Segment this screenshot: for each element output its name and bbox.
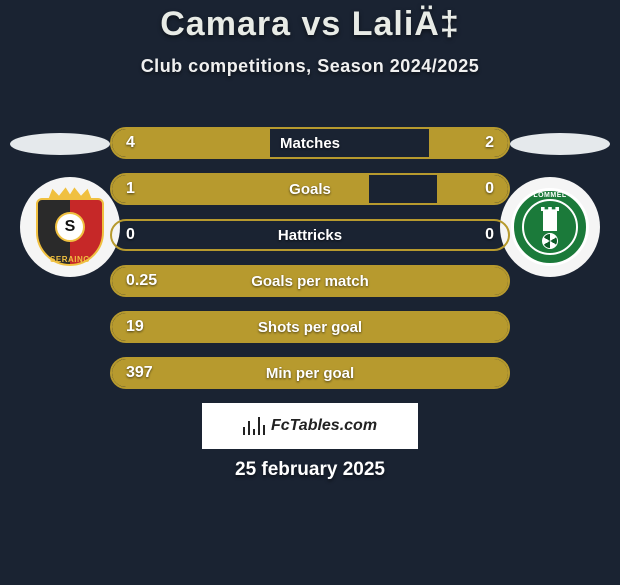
stat-value-left: 0.25 — [126, 272, 157, 290]
branding-text: FcTables.com — [271, 417, 377, 435]
stat-row: 4 Matches 2 — [110, 127, 510, 159]
stat-label: Shots per goal — [258, 319, 362, 336]
branding-badge: FcTables.com — [202, 403, 418, 449]
stat-fill-left — [112, 129, 270, 157]
stat-value-left: 1 — [126, 180, 135, 198]
crest-left-text: SERAING — [50, 255, 90, 264]
stat-fill-right — [429, 129, 508, 157]
chart-icon — [243, 417, 265, 435]
stat-value-left: 19 — [126, 318, 144, 336]
stat-label: Hattricks — [278, 227, 342, 244]
stat-value-left: 0 — [126, 226, 135, 244]
stat-label: Matches — [280, 135, 340, 152]
stat-row: 397 Min per goal — [110, 357, 510, 389]
stat-value-right: 2 — [485, 134, 494, 152]
stat-label: Goals per match — [251, 273, 369, 290]
stat-row: 19 Shots per goal — [110, 311, 510, 343]
team-crest-right: LOMMEL — [500, 177, 600, 277]
player-left-ellipse — [10, 133, 110, 155]
stat-label: Min per goal — [266, 365, 354, 382]
crest-right-text: LOMMEL — [514, 192, 586, 199]
team-crest-left: S SERAING — [20, 177, 120, 277]
footer-date: 25 february 2025 — [0, 459, 620, 481]
page-title: Camara vs LaliÄ‡ — [0, 5, 620, 44]
lommel-crest-icon: LOMMEL — [511, 188, 589, 266]
page-subtitle: Club competitions, Season 2024/2025 — [0, 56, 620, 77]
player-right-ellipse — [510, 133, 610, 155]
seraing-crest-icon: S SERAING — [36, 188, 104, 266]
stat-value-left: 397 — [126, 364, 153, 382]
stat-row: 0.25 Goals per match — [110, 265, 510, 297]
stat-value-right: 0 — [485, 180, 494, 198]
stat-value-right: 0 — [485, 226, 494, 244]
stat-value-left: 4 — [126, 134, 135, 152]
stat-row: 0 Hattricks 0 — [110, 219, 510, 251]
stat-label: Goals — [289, 181, 331, 198]
stat-row: 1 Goals 0 — [110, 173, 510, 205]
stat-fill-right — [437, 175, 508, 203]
stats-list: 4 Matches 2 1 Goals 0 0 Hattricks 0 0.25 Goals per… — [110, 127, 510, 389]
